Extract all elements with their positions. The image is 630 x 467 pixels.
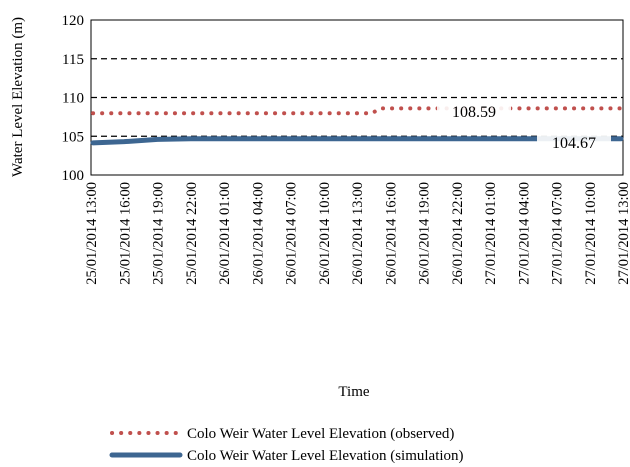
data-labels: 108.59 104.67 <box>437 99 611 154</box>
y-tick-label-115: 115 <box>62 52 84 68</box>
x-tick-label-1: 25/01/2014 16:00 <box>117 182 133 285</box>
gridlines <box>91 58 623 137</box>
legend-label-simulation: Colo Weir Water Level Elevation (simulat… <box>187 448 464 464</box>
x-tick-label-0: 25/01/2014 13:00 <box>84 182 100 285</box>
legend: Colo Weir Water Level Elevation (observe… <box>109 426 464 464</box>
x-axis-title: Time <box>338 384 369 400</box>
x-tick-label-3: 25/01/2014 22:00 <box>184 182 200 285</box>
x-tick-label-16: 27/01/2014 13:00 <box>616 182 630 285</box>
series-layer <box>90 106 624 146</box>
x-tick-label-10: 26/01/2014 19:00 <box>417 182 433 285</box>
x-tick-label-9: 26/01/2014 16:00 <box>383 182 399 285</box>
y-axis-title: Water Level Elevation (m) <box>10 17 26 177</box>
y-tick-labels: 100 105 110 115 120 <box>62 13 85 184</box>
x-tick-label-8: 26/01/2014 13:00 <box>350 182 366 285</box>
x-tick-label-6: 26/01/2014 07:00 <box>284 182 300 285</box>
x-tick-label-13: 27/01/2014 04:00 <box>516 182 532 285</box>
x-tick-label-4: 26/01/2014 01:00 <box>217 182 233 285</box>
x-tick-label-11: 26/01/2014 22:00 <box>450 182 466 285</box>
y-tick-label-100: 100 <box>62 168 85 184</box>
data-label-observed-bg <box>437 99 511 123</box>
series-line-simulation <box>90 136 624 146</box>
y-tick-label-110: 110 <box>62 91 84 107</box>
data-label-observed: 108.59 <box>452 104 496 121</box>
x-tick-labels: 25/01/2014 13:00 25/01/2014 16:00 25/01/20… <box>84 182 630 285</box>
data-label-simulation-bg <box>537 130 611 154</box>
plot-area-border <box>90 19 624 176</box>
legend-item-simulation: Colo Weir Water Level Elevation (simulat… <box>109 448 464 464</box>
series-line-observed <box>91 106 623 116</box>
x-tick-label-7: 26/01/2014 10:00 <box>317 182 333 285</box>
y-tick-label-105: 105 <box>62 129 85 145</box>
legend-label-observed: Colo Weir Water Level Elevation (observe… <box>187 426 454 442</box>
x-tick-label-12: 27/01/2014 01:00 <box>483 182 499 285</box>
x-tick-label-15: 27/01/2014 10:00 <box>583 182 599 285</box>
x-tick-label-14: 27/01/2014 07:00 <box>550 182 566 285</box>
y-tick-label-120: 120 <box>62 13 85 29</box>
data-label-simulation: 104.67 <box>552 135 596 152</box>
legend-item-observed: Colo Weir Water Level Elevation (observe… <box>110 426 454 442</box>
x-tick-label-5: 26/01/2014 04:00 <box>250 182 266 285</box>
x-tick-label-2: 25/01/2014 19:00 <box>151 182 167 285</box>
